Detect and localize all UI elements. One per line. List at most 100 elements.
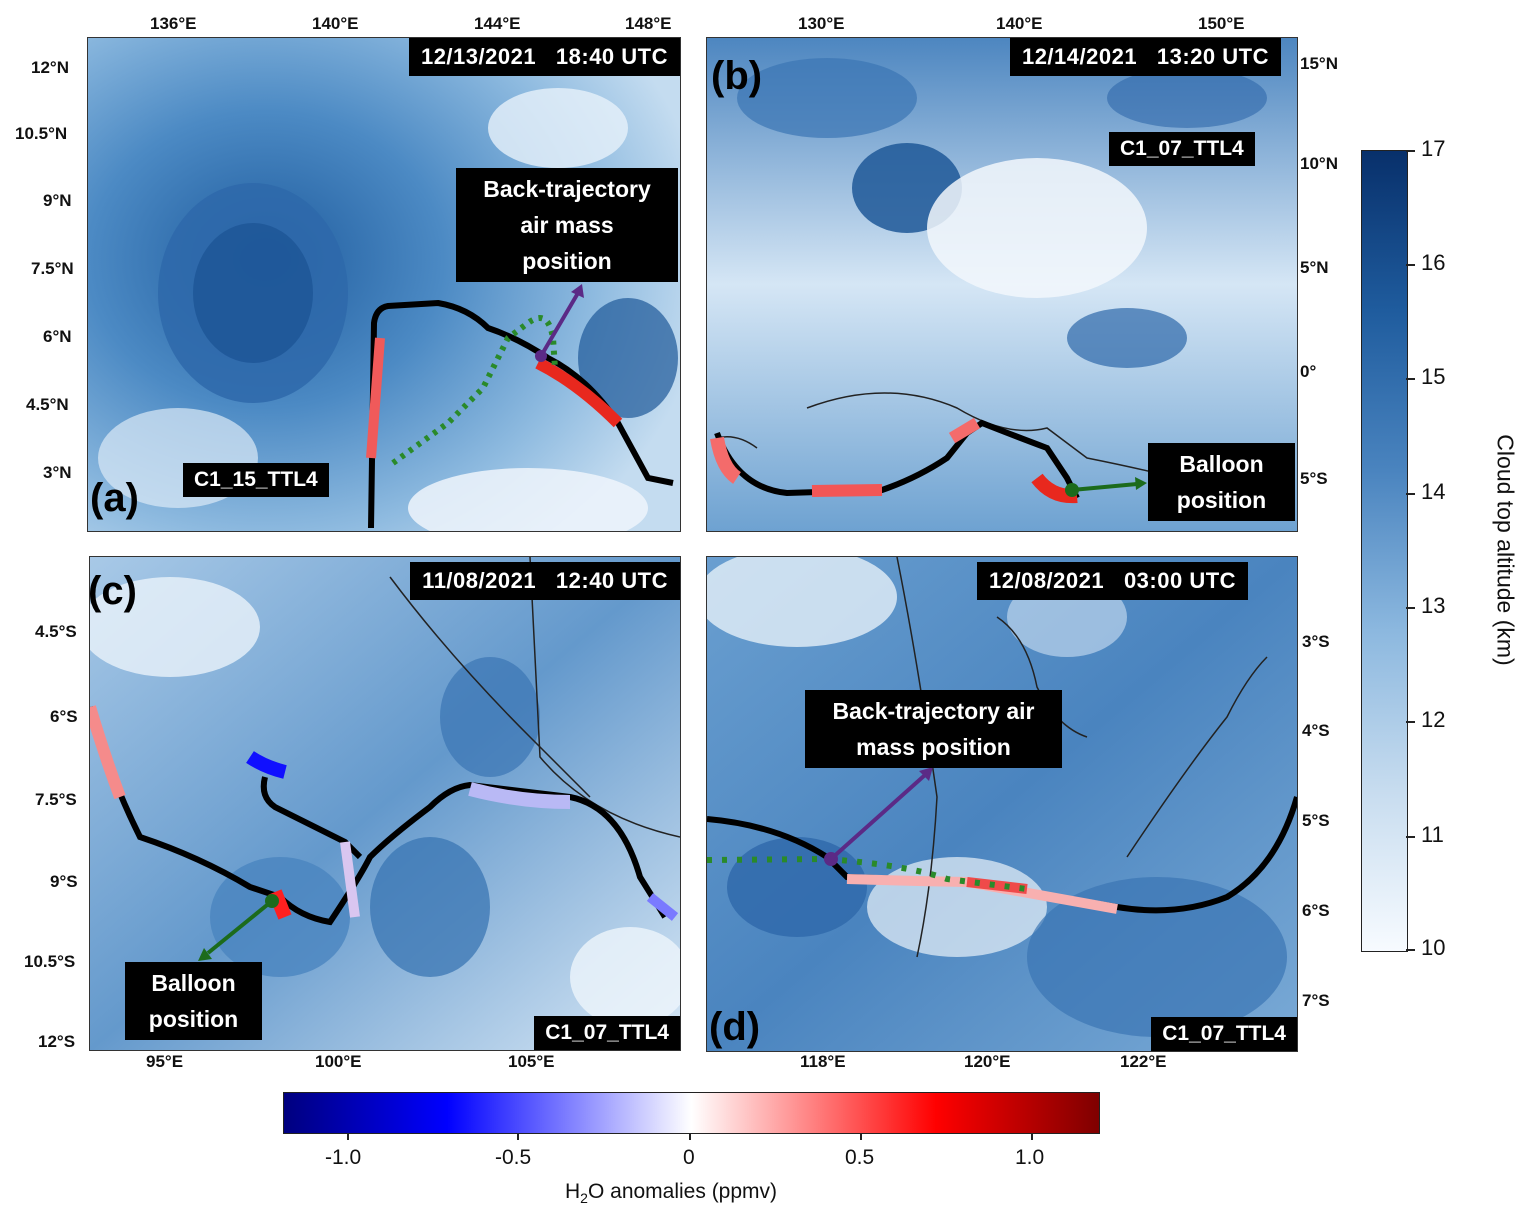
panel-b-callout-line: Balloon — [1179, 451, 1264, 477]
panel-d-lat-tick: 5°S — [1302, 811, 1330, 830]
panel-d-letter: (d) — [709, 1005, 761, 1049]
panel-d-coastline — [896, 557, 938, 958]
h2o-label-prefix: H — [565, 1180, 581, 1203]
panel-b-trajectory — [714, 419, 1080, 500]
h2o-tick-label: -0.5 — [495, 1146, 532, 1169]
panel-c-letter: (c) — [89, 569, 137, 613]
panel-c-balloon-arrow — [206, 899, 274, 955]
panel-d-lat-tick: 4°S — [1302, 721, 1330, 740]
panel-b-lon-tick: 130°E — [798, 14, 845, 33]
panel-c-callout: Balloon position — [125, 962, 262, 1040]
panel-c-lon-tick: 105°E — [508, 1052, 555, 1071]
panel-d-coastline — [996, 616, 1088, 738]
panel-c-map: (c) 11/08/2021 12:40 UTC Balloon positio… — [89, 556, 681, 1051]
h2o-colorbar-label: H2O anomalies (ppmv) — [565, 1180, 777, 1206]
panel-d-callout-line: Back-trajectory air — [832, 698, 1035, 724]
panel-c-h2o-segment — [340, 841, 360, 918]
cloud-top-tick-label: 12 — [1421, 707, 1446, 732]
h2o-colorbar — [283, 1092, 1100, 1134]
panel-b-lat-tick: 5°S — [1300, 469, 1328, 488]
tick-mark — [1406, 836, 1415, 838]
panel-a-callout-line: position — [522, 248, 612, 274]
panel-b-cloud-field — [707, 38, 1297, 531]
panel-d-flight-id: C1_07_TTL4 — [1151, 1017, 1297, 1051]
panel-d-air-mass-arrow — [829, 773, 927, 861]
panel-d-cloud-field — [707, 557, 1297, 1051]
tick-mark — [347, 1133, 349, 1140]
panel-d-callout: Back-trajectory air mass position — [805, 690, 1062, 768]
cloud-top-colorbar-label: Cloud top altitude (km) — [1492, 434, 1519, 666]
tick-mark — [1406, 607, 1415, 609]
panel-d-coastline — [1126, 656, 1268, 858]
tick-mark — [517, 1133, 519, 1140]
panel-a-lon-tick: 136°E — [150, 14, 197, 33]
cloud-top-tick-label: 14 — [1421, 479, 1446, 504]
panel-a-callout-line: air mass — [520, 212, 614, 238]
panel-a-h2o-segment — [366, 337, 385, 459]
tick-mark — [1031, 1133, 1033, 1140]
panel-b-callout-line: position — [1176, 487, 1267, 513]
cloud-top-colorbar — [1361, 150, 1408, 952]
panel-c-h2o-segment — [246, 751, 287, 779]
panel-d-lon-tick: 118°E — [800, 1052, 846, 1071]
h2o-label-subscript: 2 — [580, 1190, 588, 1207]
tick-mark — [1406, 378, 1415, 380]
panel-a-letter: (a) — [90, 476, 139, 520]
panel-a-map: 12/13/2021 18:40 UTC (a) C1_15_TTL4 Back… — [87, 37, 681, 532]
h2o-tick-label: -1.0 — [325, 1146, 362, 1169]
panel-b-flight-id: C1_07_TTL4 — [1109, 132, 1255, 166]
panel-a-h2o-segment — [535, 357, 623, 428]
panel-c-callout-line: position — [148, 1006, 239, 1032]
panel-b-lon-tick: 140°E — [996, 14, 1043, 33]
panel-b-lat-tick: 10°N — [1300, 154, 1338, 173]
panel-c-callout-line: Balloon — [151, 970, 236, 996]
panel-b-balloon-arrowhead — [1135, 477, 1147, 490]
panel-b-lat-tick: 5°N — [1300, 258, 1329, 277]
panel-d-air-mass-arrowhead — [919, 767, 933, 781]
cloud-top-tick-label: 15 — [1421, 364, 1446, 389]
panel-c-timestamp: 11/08/2021 12:40 UTC — [410, 562, 680, 600]
panel-a-timestamp: 12/13/2021 18:40 UTC — [408, 38, 680, 76]
panel-a-lat-tick: 4.5°N — [26, 395, 69, 414]
h2o-tick-label: 1.0 — [1015, 1146, 1045, 1169]
panel-c-flight-id: C1_07_TTL4 — [534, 1016, 680, 1050]
panel-b-h2o-segment — [710, 436, 742, 484]
panel-a-lat-tick: 10.5°N — [15, 124, 68, 143]
tick-mark — [1406, 264, 1415, 266]
tick-mark — [1406, 150, 1415, 152]
tick-mark — [1406, 493, 1415, 495]
panel-d-timestamp: 12/08/2021 03:00 UTC — [977, 562, 1249, 600]
panel-a-callout-line: Back-trajectory — [483, 176, 651, 202]
panel-a-lon-tick: 144°E — [474, 14, 521, 33]
panel-a-lat-tick: 9°N — [43, 191, 72, 210]
panel-d-callout-line: mass position — [856, 734, 1011, 760]
panel-a-lon-tick: 148°E — [625, 14, 672, 33]
panel-c-trajectory — [260, 776, 363, 860]
panel-a-callout: Back-trajectory air mass position — [456, 168, 678, 282]
panel-d-lon-tick: 122°E — [1120, 1052, 1167, 1071]
h2o-label-suffix: O anomalies (ppmv) — [587, 1180, 778, 1203]
panel-c-balloon-arrowhead — [198, 948, 212, 961]
panel-a-air-mass-arrowhead — [571, 284, 584, 298]
panel-c-h2o-segment — [646, 893, 679, 921]
panel-a-lat-tick: 6°N — [43, 327, 72, 346]
panel-c-h2o-segment — [468, 782, 571, 809]
tick-mark — [1406, 949, 1415, 951]
panel-a-lon-tick: 140°E — [312, 14, 359, 33]
panel-b-letter: (b) — [711, 54, 763, 98]
panel-c-lat-tick: 9°S — [50, 872, 78, 891]
panel-c-lat-tick: 6°S — [50, 707, 78, 726]
panel-a-lat-tick: 3°N — [43, 463, 72, 482]
panel-c-h2o-segment — [90, 705, 126, 800]
cloud-top-colorbar-ticks — [1406, 150, 1416, 951]
tick-mark — [860, 1133, 862, 1140]
panel-c-lat-tick: 7.5°S — [35, 790, 77, 809]
panel-b-h2o-segment — [948, 417, 981, 444]
panel-b-timestamp: 12/14/2021 13:20 UTC — [1009, 38, 1281, 76]
panel-c-lat-tick: 10.5°S — [24, 952, 76, 971]
panel-d-lon-tick: 120°E — [964, 1052, 1011, 1071]
h2o-tick-label: 0.5 — [845, 1146, 875, 1169]
cloud-top-tick-label: 13 — [1421, 593, 1446, 618]
panel-a-flight-id: C1_15_TTL4 — [183, 463, 329, 497]
panel-c-lon-tick: 100°E — [315, 1052, 362, 1071]
